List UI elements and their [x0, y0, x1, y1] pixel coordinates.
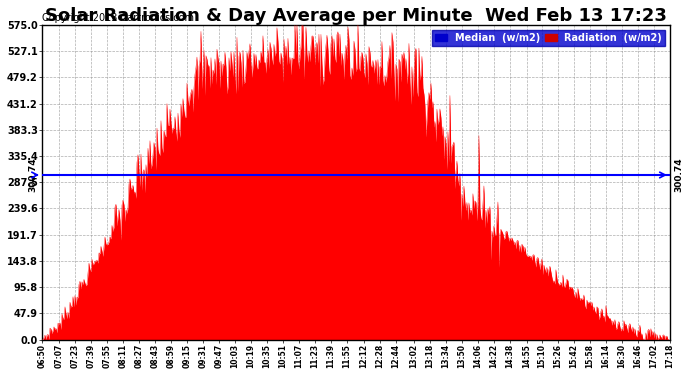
Title: Solar Radiation & Day Average per Minute  Wed Feb 13 17:23: Solar Radiation & Day Average per Minute…	[45, 7, 667, 25]
Legend: Median  (w/m2), Radiation  (w/m2): Median (w/m2), Radiation (w/m2)	[433, 30, 665, 46]
Text: 300.74: 300.74	[674, 158, 683, 192]
Text: Copyright 2013 Cartronics.com: Copyright 2013 Cartronics.com	[42, 13, 194, 23]
Text: 300.74: 300.74	[29, 158, 38, 192]
